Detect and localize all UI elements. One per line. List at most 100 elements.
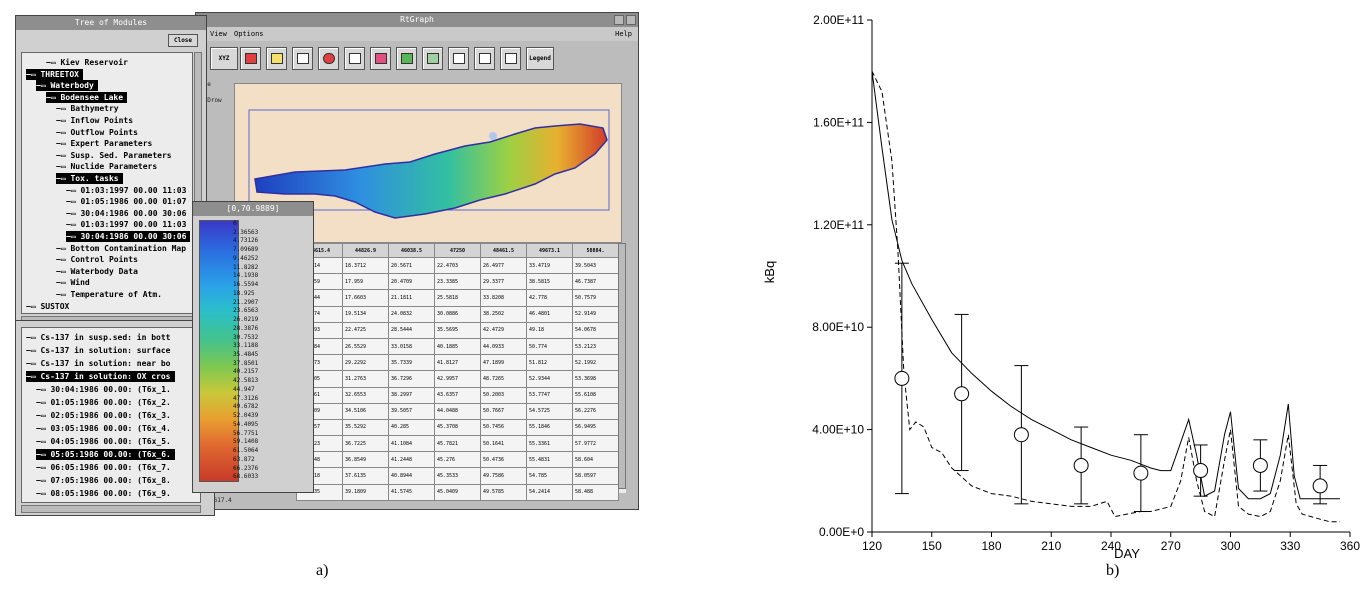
bar-chart-icon[interactable] xyxy=(370,47,391,70)
tree-item[interactable]: −▭ THREETOX xyxy=(26,68,83,80)
tree-item[interactable]: −▭ 05:05:1986 00.00: (T6x_6. xyxy=(36,449,175,460)
results-horizontal-scrollbar[interactable] xyxy=(21,505,201,513)
table-cell[interactable]: 52.1992 xyxy=(572,354,619,372)
table-cell[interactable]: 24.0832 xyxy=(388,305,435,323)
tree-item[interactable]: −▭ 30:04:1986 00.00: (T6x_1. xyxy=(36,384,171,395)
column-header[interactable]: 48461.5 xyxy=(480,243,527,258)
table-cell[interactable]: 39.1809 xyxy=(342,483,389,501)
column-header[interactable]: 47250 xyxy=(434,243,481,258)
data-table[interactable]: 43615.4 44826.9 46038.5 47250 48461.5 49… xyxy=(296,243,619,501)
grid-icon[interactable] xyxy=(240,47,261,70)
table-cell[interactable]: 33.8208 xyxy=(480,289,527,307)
tree-item[interactable]: −▭ Cs-137 in solution: OX cros xyxy=(26,371,175,382)
column-header[interactable]: 46038.5 xyxy=(388,243,435,258)
tree-item[interactable]: −▭ Susp. Sed. Parameters xyxy=(56,150,172,161)
results-tree[interactable]: −▭ Cs-137 in susp.sed: in bott −▭ Cs-137 … xyxy=(21,327,201,503)
tree-item[interactable]: −▭ Temperature of Atm. xyxy=(56,289,162,300)
tree-item[interactable]: −▭ Control Points xyxy=(56,254,138,265)
tree-node-icon[interactable]: −▭ xyxy=(36,385,51,394)
table-cell[interactable]: 36.8549 xyxy=(342,451,389,469)
tree-item[interactable]: −▭ Cs-137 in susp.sed: in bott xyxy=(26,332,171,343)
table-cell[interactable]: 45.3708 xyxy=(434,418,481,437)
table-cell[interactable]: 17.6603 xyxy=(342,289,389,307)
tree-node-icon[interactable]: −▭ xyxy=(56,255,71,265)
table-cell[interactable]: 45.3533 xyxy=(434,467,481,485)
table-cell[interactable]: 42.4729 xyxy=(480,321,527,339)
column-header[interactable]: 44826.9 xyxy=(342,243,389,258)
table-cell[interactable]: 41.8127 xyxy=(434,354,481,372)
tree-node-icon[interactable]: −▭ xyxy=(26,359,41,368)
table-cell[interactable]: 42.778 xyxy=(526,289,573,307)
table-cell[interactable]: 36.7225 xyxy=(342,435,389,453)
table-cell[interactable]: 28.5444 xyxy=(388,321,435,339)
tree-node-icon[interactable]: −▭ xyxy=(56,278,71,288)
tree-node-icon[interactable]: −▭ xyxy=(56,150,71,160)
table-cell[interactable]: 58.604 xyxy=(572,451,619,469)
table-cell[interactable]: 45.0409 xyxy=(434,483,481,501)
tree-item[interactable]: −▭ Bodensee Lake xyxy=(46,91,128,103)
table-icon[interactable] xyxy=(474,47,495,70)
tree-node-icon[interactable]: −▭ xyxy=(36,463,51,472)
tree-item[interactable]: −▭ SUSTOX xyxy=(26,301,69,312)
tree-item[interactable]: −▭ 01:05:1986 00.00: (T6x_2. xyxy=(36,397,171,408)
table-cell[interactable]: 49.18 xyxy=(526,321,573,339)
tree-item[interactable]: −▭ 01:03:1997 00.00 11:03 xyxy=(66,219,186,230)
tree-item[interactable]: −▭ 02:05:1986 00.00: (T6x_3. xyxy=(36,410,171,421)
column-header[interactable]: 50884. xyxy=(572,243,619,258)
table-cell[interactable]: 46.4801 xyxy=(526,305,573,323)
table-cell[interactable]: 58.0597 xyxy=(572,467,619,485)
tree-node-icon[interactable]: −▭ xyxy=(26,69,41,79)
table-cell[interactable]: 41.1084 xyxy=(388,435,435,453)
maximize-icon[interactable] xyxy=(626,15,636,25)
table-cell[interactable]: 53.7747 xyxy=(526,386,573,404)
table-cell[interactable]: 55.6108 xyxy=(572,386,619,404)
table-cell[interactable]: 49.5785 xyxy=(480,483,527,501)
tree-node-icon[interactable]: −▭ xyxy=(66,220,81,230)
table-cell[interactable]: 39.5057 xyxy=(388,402,435,420)
tree-node-icon[interactable]: −▭ xyxy=(36,476,51,485)
table-cell[interactable]: 42.9957 xyxy=(434,370,481,388)
table-cell[interactable]: 50.7456 xyxy=(480,418,527,437)
table-cell[interactable]: 36.7296 xyxy=(388,370,435,388)
menu-options[interactable]: Options xyxy=(234,30,264,38)
table-cell[interactable]: 22.4703 xyxy=(434,256,481,275)
tree-node-icon[interactable]: −▭ xyxy=(56,290,71,299)
xyz-button[interactable]: XYZ xyxy=(210,47,238,70)
tree-node-icon[interactable]: −▭ xyxy=(56,104,71,114)
table-cell[interactable]: 17.959 xyxy=(342,273,389,291)
table-cell[interactable]: 20.4709 xyxy=(388,273,435,291)
tree-item[interactable]: −▭ Bathymetry xyxy=(56,103,119,114)
tree-node-icon[interactable]: −▭ xyxy=(66,208,81,218)
menu-help[interactable]: Help xyxy=(615,30,632,38)
table-cell[interactable]: 56.9495 xyxy=(572,418,619,437)
tree-node-icon[interactable]: −▭ xyxy=(56,162,71,172)
table-cell[interactable]: 25.5818 xyxy=(434,289,481,307)
tree-item[interactable]: −▭ Outflow Points xyxy=(56,127,138,138)
table-cell[interactable]: 52.9149 xyxy=(572,305,619,323)
table-cell[interactable]: 33.0158 xyxy=(388,337,435,356)
tree-node-icon[interactable]: −▭ xyxy=(36,411,51,420)
tree-node-icon[interactable]: −▭ xyxy=(36,398,51,407)
table-cell[interactable]: 50.7667 xyxy=(480,402,527,420)
folder-icon[interactable] xyxy=(266,47,287,70)
table-cell[interactable]: 54.2414 xyxy=(526,483,573,501)
data-table-area[interactable]: 43615.4 44826.9 46038.5 47250 48461.5 49… xyxy=(296,243,626,501)
table-cell[interactable]: 46.7387 xyxy=(572,273,619,291)
tree-item[interactable]: −▭ Bottom Contamination Map xyxy=(56,243,186,254)
table-cell[interactable]: 48.7265 xyxy=(480,370,527,388)
tree-node-icon[interactable]: −▭ xyxy=(26,372,41,381)
tree-node-icon[interactable]: −▭ xyxy=(26,333,41,342)
table-cell[interactable]: 23.3385 xyxy=(434,273,481,291)
table-cell[interactable]: 41.5745 xyxy=(388,483,435,501)
table-cell[interactable]: 55.3361 xyxy=(526,435,573,453)
tree-item[interactable]: −▭ Kiev Reservoir xyxy=(46,57,128,68)
minimize-icon[interactable] xyxy=(614,15,624,25)
tree-node-icon[interactable]: −▭ xyxy=(56,116,71,125)
tree-node-icon[interactable]: −▭ xyxy=(26,346,41,355)
table-cell[interactable]: 44.0933 xyxy=(480,337,527,356)
table-cell[interactable]: 35.5292 xyxy=(342,418,389,437)
tree-node-icon[interactable]: −▭ xyxy=(36,450,51,459)
table-cell[interactable]: 44.0488 xyxy=(434,402,481,420)
tree-node-icon[interactable]: −▭ xyxy=(36,489,51,498)
tree-item[interactable]: −▭ Expert Parameters xyxy=(56,138,152,149)
